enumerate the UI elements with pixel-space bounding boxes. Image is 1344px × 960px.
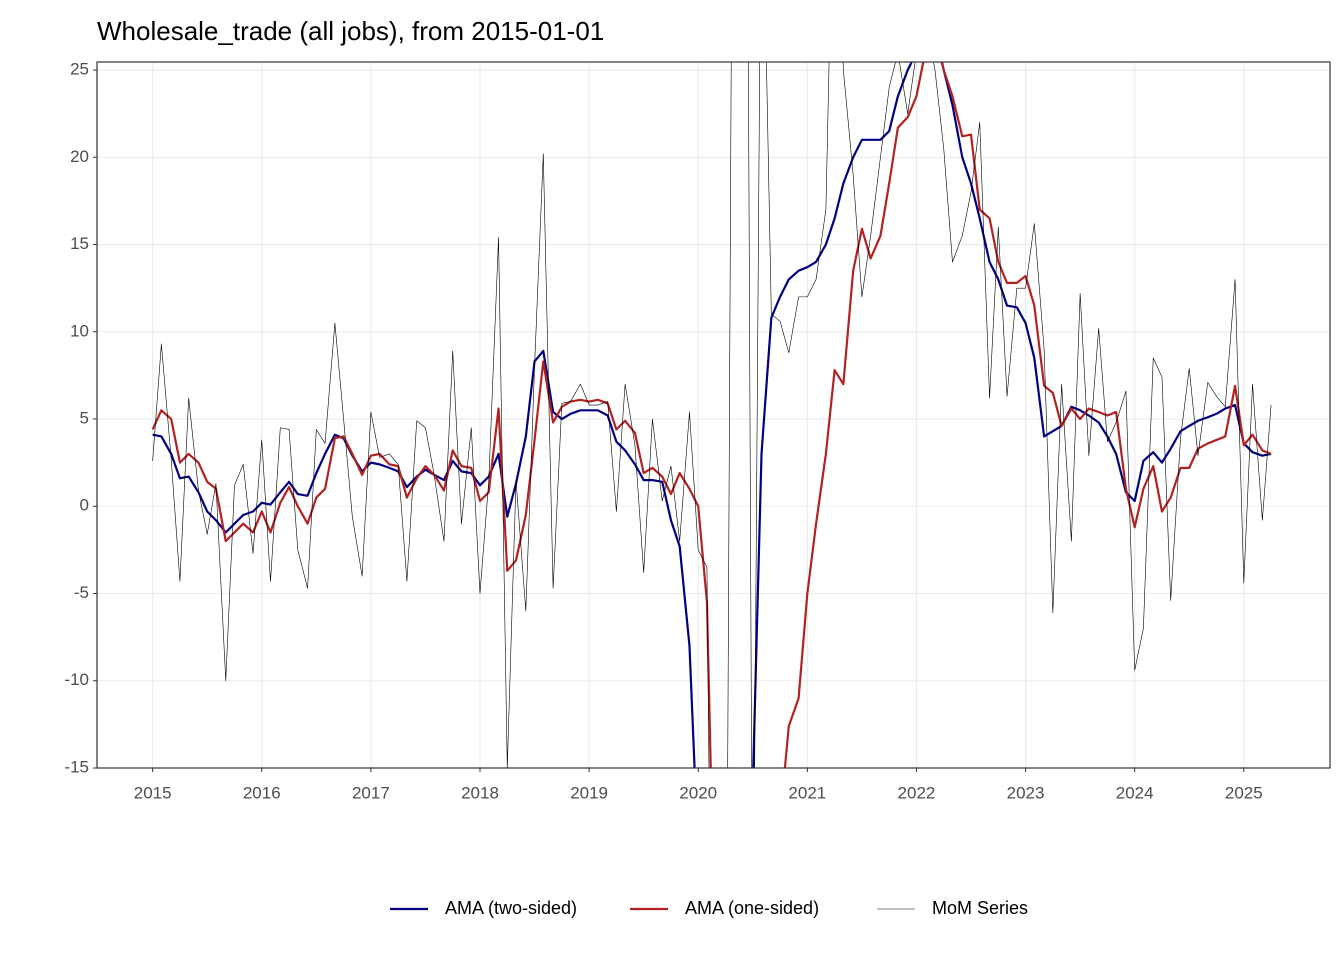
series-line — [151, 62, 1272, 768]
panel-border — [96, 61, 1331, 769]
y-tick-label: -5 — [74, 583, 89, 602]
chart-title: Wholesale_trade (all jobs), from 2015-01… — [97, 16, 604, 46]
y-tick-label: 20 — [70, 147, 89, 166]
legend-label: AMA (one-sided) — [685, 898, 819, 918]
legend: AMA (two-sided) AMA (one-sided) MoM Series — [390, 898, 1028, 918]
x-tick-label: 2020 — [679, 783, 717, 802]
x-tick-label: 2022 — [898, 783, 936, 802]
x-tick-label: 2015 — [134, 783, 172, 802]
x-tick-label: 2021 — [788, 783, 826, 802]
x-tick-label: 2019 — [570, 783, 608, 802]
y-tick-label: -10 — [64, 670, 89, 689]
x-tick-label: 2017 — [352, 783, 390, 802]
y-tick-label: 10 — [70, 321, 89, 340]
y-tick-label: 15 — [70, 234, 89, 253]
x-tick-label: 2025 — [1225, 783, 1263, 802]
y-tick-label: 25 — [70, 60, 89, 79]
legend-label: MoM Series — [932, 898, 1028, 918]
x-tick-label: 2016 — [243, 783, 281, 802]
y-tick-label: 0 — [80, 496, 89, 515]
series-line — [152, 62, 1272, 768]
grid — [97, 62, 1330, 769]
legend-label: AMA (two-sided) — [445, 898, 577, 918]
x-tick-label: 2023 — [1007, 783, 1045, 802]
plot-lines — [151, 62, 1272, 768]
y-tick-label: -15 — [64, 757, 89, 776]
x-tick-label: 2024 — [1116, 783, 1154, 802]
y-tick-label: 5 — [80, 408, 89, 427]
x-tick-label: 2018 — [461, 783, 499, 802]
